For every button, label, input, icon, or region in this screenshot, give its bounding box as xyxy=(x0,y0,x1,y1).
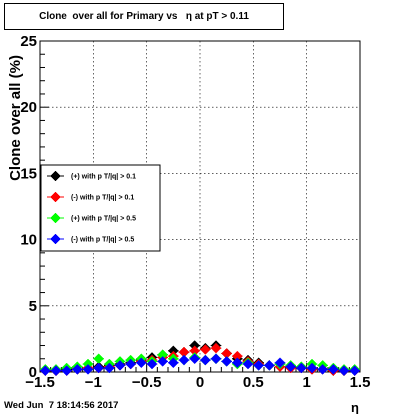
data-point xyxy=(263,360,275,371)
legend-label: (-) with p T/|q| > 0.1 xyxy=(71,195,134,202)
x-tick-labels: −1.5 −1 −0.5 0 0.5 1 1.5 xyxy=(25,374,370,391)
data-point xyxy=(242,358,254,370)
data-point xyxy=(71,363,83,375)
x-tick-label: 0.5 xyxy=(243,374,264,391)
chart-title: Clone over all for Primary vs η at pT > … xyxy=(4,3,284,30)
x-axis-title: η xyxy=(351,400,359,414)
data-point xyxy=(349,365,361,377)
data-point xyxy=(253,360,265,371)
data-point xyxy=(189,353,201,365)
y-tick-label: 25 xyxy=(20,33,37,50)
y-tick-label: 0 xyxy=(29,364,37,381)
data-point xyxy=(295,362,307,374)
data-point xyxy=(285,361,297,373)
legend-label: (-) with p T/|q| > 0.5 xyxy=(71,237,134,244)
timestamp: Wed Jun 7 18:14:56 2017 xyxy=(4,400,119,411)
data-point xyxy=(199,344,211,355)
data-point xyxy=(317,363,329,375)
data-point xyxy=(146,358,158,370)
data-point xyxy=(50,365,62,377)
legend-marker xyxy=(50,233,61,245)
x-tick-label: 0 xyxy=(196,374,204,391)
y-axis-title: Clone over all (%) xyxy=(7,55,24,181)
data-point xyxy=(61,365,73,377)
data-point xyxy=(82,363,94,375)
y-tick-label: 20 xyxy=(20,99,37,116)
data-point xyxy=(135,357,147,369)
y-tick-label: 15 xyxy=(20,165,37,182)
data-point xyxy=(210,353,222,365)
legend-label: (+) with p T/|q| > 0.1 xyxy=(71,174,136,181)
y-tick-label: 5 xyxy=(29,298,37,315)
data-point xyxy=(93,362,105,374)
series-layer xyxy=(39,340,361,377)
data-point xyxy=(306,362,318,374)
legend-label: (+) with p T/|q| > 0.5 xyxy=(71,216,136,223)
series-4 xyxy=(39,353,361,377)
data-point xyxy=(125,358,137,370)
data-point xyxy=(103,362,115,374)
data-point xyxy=(338,365,350,377)
x-tick-label: 1.5 xyxy=(350,374,371,391)
data-point xyxy=(178,354,190,366)
x-tick-label: −0.5 xyxy=(132,374,162,391)
legend-marker xyxy=(50,191,61,203)
legend-entries: (+) with p T/|q| > 0.1 (-) with p T/|q| >… xyxy=(47,170,136,245)
y-tick-labels: 0 5 10 15 20 25 xyxy=(20,33,37,381)
y-tick-label: 10 xyxy=(20,232,37,249)
data-point xyxy=(274,357,286,369)
legend: (+) with p T/|q| > 0.1 (-) with p T/|q| >… xyxy=(40,164,161,252)
data-point xyxy=(210,342,222,354)
data-point xyxy=(114,360,126,371)
data-point xyxy=(199,354,211,366)
data-point xyxy=(157,356,169,367)
legend-marker xyxy=(50,212,61,224)
data-point xyxy=(167,357,179,369)
x-tick-label: 1 xyxy=(302,374,310,391)
x-tick-label: −1.5 xyxy=(25,374,55,391)
legend-marker xyxy=(50,170,61,182)
x-tick-label: −1 xyxy=(85,374,102,391)
legend-box xyxy=(40,164,161,252)
data-point xyxy=(39,365,51,377)
data-point xyxy=(327,363,339,375)
data-point xyxy=(221,356,233,367)
data-point xyxy=(231,357,243,369)
